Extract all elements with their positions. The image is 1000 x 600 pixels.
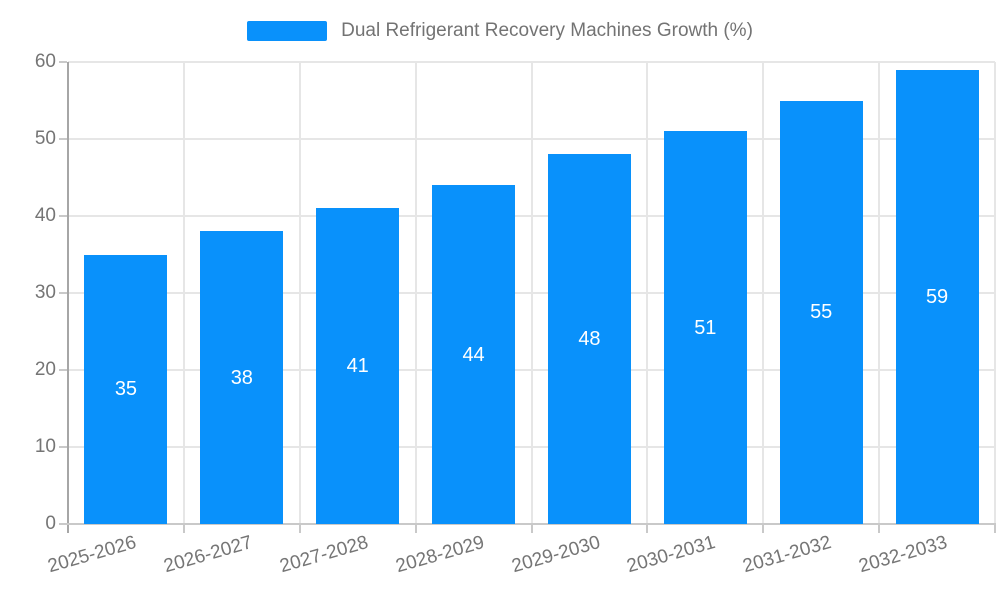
gridline-vertical: [530, 62, 533, 524]
bar[interactable]: [779, 100, 863, 524]
y-axis-tick: [59, 61, 67, 63]
y-axis-tick: [59, 446, 67, 448]
y-tick-label: 0: [45, 513, 56, 534]
gridline-vertical: [182, 62, 185, 524]
y-tick-label: 50: [34, 128, 56, 149]
x-tick-label: 2025-2026: [45, 532, 139, 578]
legend-label: Dual Refrigerant Recovery Machines Growt…: [341, 20, 753, 41]
x-axis-tick: [298, 525, 301, 533]
x-axis-tick: [182, 525, 185, 533]
bar[interactable]: [432, 185, 516, 524]
bar[interactable]: [547, 154, 631, 524]
y-axis-tick: [59, 138, 67, 140]
y-tick-label: 60: [34, 51, 56, 72]
gridline-vertical: [994, 62, 996, 524]
y-axis-tick: [59, 369, 67, 371]
gridline-vertical: [646, 62, 649, 524]
x-axis-tick: [878, 525, 881, 533]
gridline-vertical: [298, 62, 301, 524]
y-axis-tick: [59, 215, 67, 217]
x-axis-tick: [530, 525, 533, 533]
y-tick-label: 10: [34, 436, 56, 457]
bar[interactable]: [316, 208, 400, 524]
bar[interactable]: [84, 254, 168, 524]
x-tick-label: 2028-2029: [393, 532, 487, 578]
bar[interactable]: [200, 231, 284, 524]
y-axis-tick: [59, 523, 67, 525]
x-tick-label: 2032-2033: [856, 532, 950, 578]
gridline-vertical: [762, 62, 765, 524]
x-axis-line: [67, 523, 996, 525]
x-tick-label: 2027-2028: [277, 532, 371, 578]
x-tick-label: 2026-2027: [161, 532, 255, 578]
gridline-vertical: [414, 62, 417, 524]
x-axis-tick: [646, 525, 649, 533]
y-axis-line: [67, 62, 69, 533]
x-tick-label: 2030-2031: [624, 532, 719, 578]
bar[interactable]: [663, 131, 747, 524]
legend-swatch: [247, 21, 328, 41]
gridline-vertical: [878, 62, 881, 524]
x-tick-label: 2031-2032: [740, 532, 834, 578]
x-axis-tick: [994, 525, 996, 533]
x-axis-tick: [414, 525, 417, 533]
legend-item[interactable]: Dual Refrigerant Recovery Machines Growt…: [0, 20, 1000, 42]
x-axis-tick: [762, 525, 765, 533]
y-tick-label: 20: [34, 359, 56, 380]
y-tick-label: 30: [34, 282, 56, 303]
y-tick-label: 40: [34, 205, 56, 226]
y-axis-tick: [59, 292, 67, 294]
x-tick-label: 2029-2030: [509, 532, 603, 578]
bar[interactable]: [895, 69, 979, 524]
